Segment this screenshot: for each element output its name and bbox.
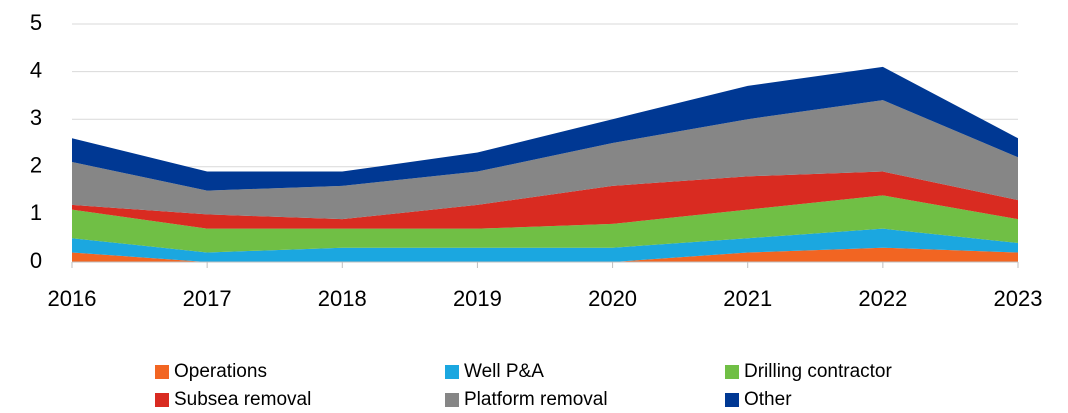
legend-label: Drilling contractor	[744, 361, 892, 382]
legend-swatch	[725, 365, 739, 379]
y-tick-label: 4	[30, 57, 42, 82]
area	[72, 195, 1018, 253]
area	[72, 66, 1018, 191]
legend-label: Operations	[174, 361, 267, 382]
area	[72, 247, 1018, 262]
area	[72, 100, 1018, 220]
legend-swatch	[725, 393, 739, 407]
y-tick-label: 5	[30, 10, 42, 35]
legend-label: Well P&A	[464, 361, 544, 382]
legend-label: Other	[744, 389, 792, 410]
x-tick-label: 2023	[994, 286, 1043, 311]
x-tick-label: 2019	[453, 286, 502, 311]
y-tick-label: 2	[30, 153, 42, 178]
y-tick-label: 1	[30, 200, 42, 225]
x-tick-label: 2021	[723, 286, 772, 311]
x-tick-label: 2022	[858, 286, 907, 311]
legend-label: Platform removal	[464, 389, 608, 410]
x-tick-label: 2017	[183, 286, 232, 311]
x-tick-label: 2018	[318, 286, 367, 311]
area	[72, 228, 1018, 262]
legend-label: Subsea removal	[174, 389, 311, 410]
x-tick-label: 2020	[588, 286, 637, 311]
y-tick-label: 0	[30, 248, 42, 273]
y-tick-label: 3	[30, 105, 42, 130]
legend-swatch	[155, 393, 169, 407]
x-tick-label: 2016	[48, 286, 97, 311]
legend-swatch	[155, 365, 169, 379]
area	[72, 171, 1018, 229]
legend-swatch	[445, 365, 459, 379]
legend-swatch	[445, 393, 459, 407]
